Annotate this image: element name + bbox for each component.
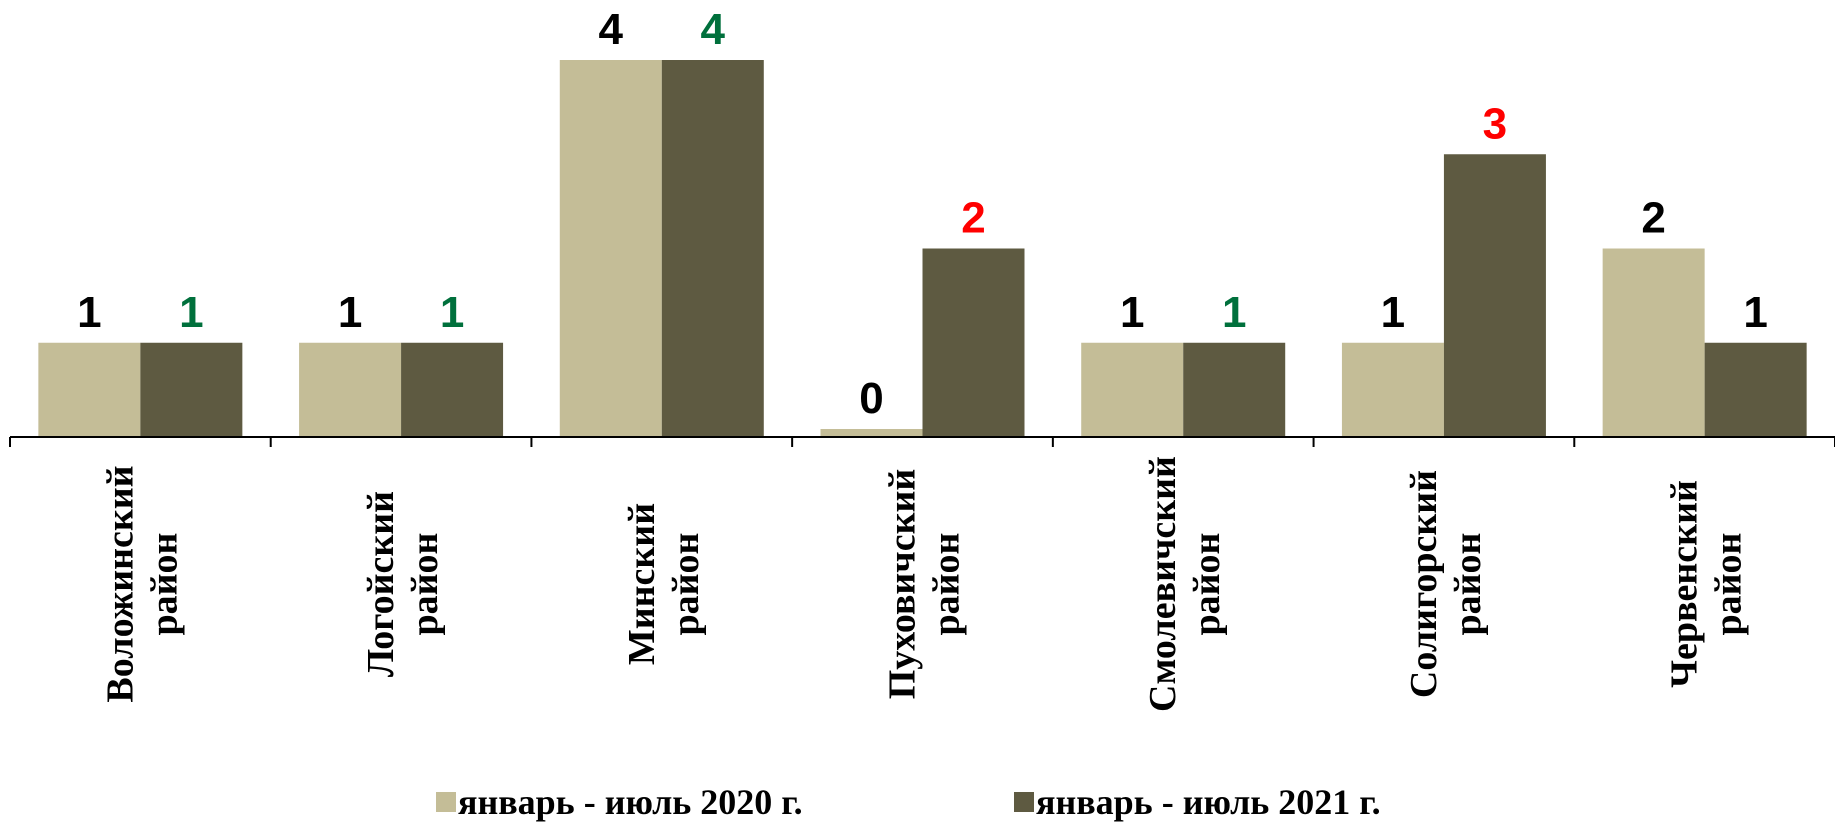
category-label-line: район (404, 533, 446, 636)
category-label-line: Минский (621, 503, 663, 665)
bar-2021 (661, 60, 764, 437)
data-label: 1 (1381, 288, 1405, 337)
category-label-line: Воложинский (99, 465, 141, 702)
data-label: 1 (77, 288, 101, 337)
category-labels-group: Воложинскийрайон Логойскийрайон Минскийрай… (99, 456, 1749, 712)
bar-2020 (820, 429, 923, 437)
category-label: Червенскийрайон (1664, 480, 1750, 688)
legend-swatch-2020 (436, 792, 456, 812)
category-label-line: Солигорский (1403, 470, 1445, 698)
data-label: 1 (338, 288, 362, 337)
legend-swatch-2021 (1014, 792, 1034, 812)
bar-2021 (401, 342, 504, 437)
data-labels-group: 1 1 4 0 1 1 2 1 1 4 2 1 3 1 (77, 5, 1768, 423)
category-label: Смолевичскийрайон (1142, 456, 1228, 712)
category-label: Воложинскийрайон (99, 465, 185, 702)
bar-2021 (1704, 342, 1807, 437)
data-label: 2 (1641, 194, 1665, 243)
data-label: 4 (701, 5, 726, 54)
category-label: Логойскийрайон (360, 491, 446, 677)
x-axis-ticks (9, 437, 1835, 447)
bar-2021 (1443, 154, 1546, 437)
category-label: Минскийрайон (621, 503, 707, 665)
bar-2020 (559, 60, 662, 437)
category-label-line: Логойский (360, 491, 402, 677)
data-label: 1 (179, 288, 203, 337)
data-label: 1 (440, 288, 464, 337)
category-label-line: район (1447, 533, 1489, 636)
category-label-line: район (1708, 533, 1750, 636)
data-label: 4 (599, 5, 624, 54)
legend-item-2020: январь - июль 2020 г. (436, 782, 803, 822)
bar-2020 (1081, 342, 1184, 437)
category-label-line: Пуховичский (882, 469, 924, 700)
data-label: 1 (1222, 288, 1246, 337)
data-label: 3 (1483, 99, 1507, 148)
data-label: 1 (1743, 288, 1767, 337)
bar-2020 (299, 342, 402, 437)
data-label: 1 (1120, 288, 1144, 337)
category-label-line: Червенский (1664, 480, 1706, 688)
category-label-line: Смолевичский (1142, 456, 1184, 712)
bar-2020 (1341, 342, 1444, 437)
category-label-line: район (143, 533, 185, 636)
legend-label-2020: январь - июль 2020 г. (458, 782, 803, 822)
bar-2021 (1183, 342, 1286, 437)
legend-item-2021: январь - июль 2021 г. (1014, 782, 1381, 822)
category-label: Солигорскийрайон (1403, 470, 1489, 698)
bars-group (38, 60, 1807, 437)
category-label-line: район (665, 533, 707, 636)
data-label: 0 (859, 374, 883, 423)
category-label: Пуховичскийрайон (882, 469, 968, 700)
bar-2021 (922, 248, 1025, 437)
category-label-line: район (926, 533, 968, 636)
data-label: 2 (961, 194, 985, 243)
bar-2021 (140, 342, 243, 437)
legend-label-2021: январь - июль 2021 г. (1036, 782, 1381, 822)
bar-2020 (38, 342, 141, 437)
category-label-line: район (1186, 533, 1228, 636)
bar-2020 (1602, 248, 1705, 437)
